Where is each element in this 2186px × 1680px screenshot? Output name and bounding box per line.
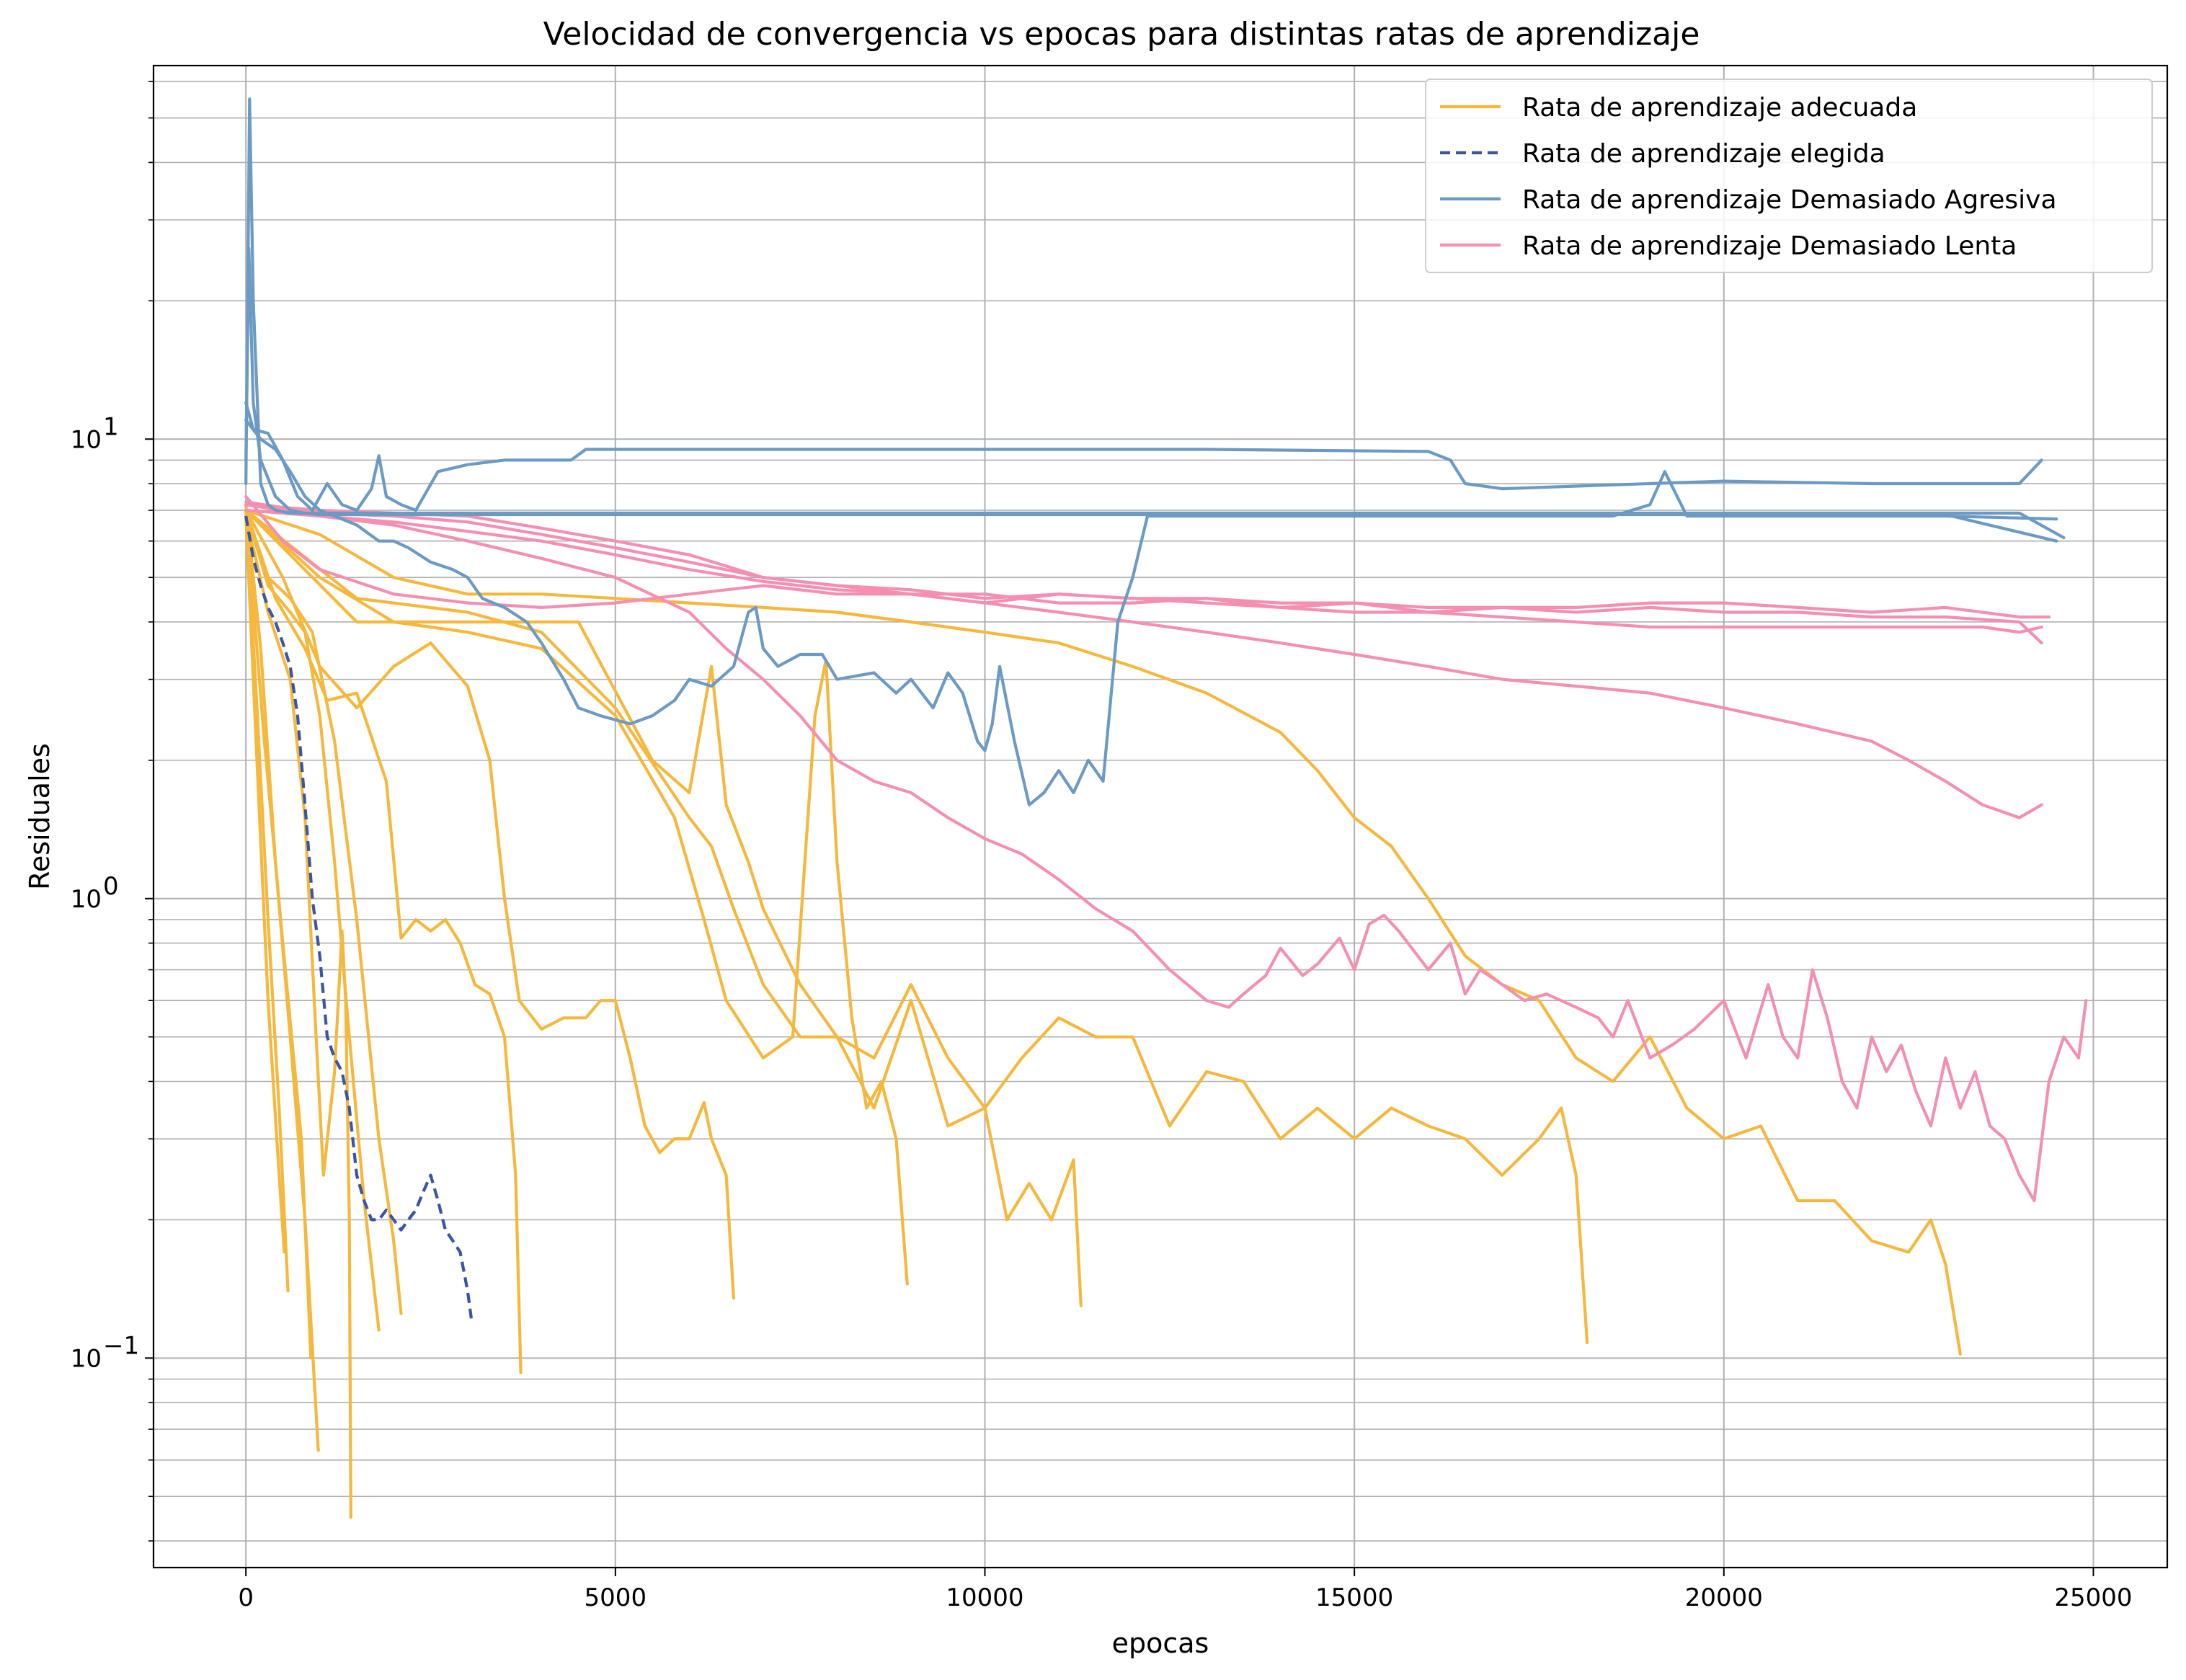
x-tick-label: 25000	[2054, 1583, 2132, 1612]
legend-box	[1425, 79, 2153, 273]
y-tick-label: 10	[71, 1344, 102, 1373]
series-line-elegida	[244, 515, 473, 1319]
series-line-lenta	[244, 503, 2088, 1203]
series-line-adecuada	[244, 508, 1083, 1307]
y-tick-exponent: 1	[103, 412, 119, 441]
series-line-lenta	[244, 500, 2043, 645]
series-line-adecuada	[244, 514, 352, 1519]
series-line-agresiva	[244, 246, 2058, 543]
x-tick-label: 15000	[1315, 1583, 1393, 1612]
x-tick-label: 10000	[946, 1583, 1023, 1612]
series-line-adecuada	[244, 508, 290, 1293]
plot-frame	[152, 64, 2169, 1569]
series-line-lenta	[244, 503, 2043, 819]
series-line-agresiva	[244, 401, 2043, 512]
chart-title: Velocidad de convergencia vs epocas para…	[543, 16, 1700, 53]
series-line-lenta	[244, 494, 2043, 634]
series-line-adecuada	[244, 508, 523, 1374]
y-tick-exponent: −1	[103, 1331, 139, 1360]
y-axis-label: Residuales	[24, 743, 55, 890]
legend-label: Rata de aprendizaje adecuada	[1522, 93, 1917, 123]
series-line-adecuada	[244, 508, 736, 1300]
legend-label: Rata de aprendizaje Demasiado Lenta	[1522, 231, 2017, 261]
y-tick-label: 10	[71, 425, 102, 454]
y-tick-label: 10	[71, 885, 102, 914]
legend-label: Rata de aprendizaje elegida	[1522, 139, 1885, 169]
series-line-adecuada	[244, 508, 403, 1315]
y-tick-exponent: 0	[103, 872, 119, 901]
series-line-adecuada	[244, 514, 286, 1254]
series-line-adecuada	[244, 503, 320, 1452]
x-tick-label: 0	[238, 1583, 254, 1612]
series-lines	[244, 97, 2088, 1519]
legend-label: Rata de aprendizaje Demasiado Agresiva	[1522, 185, 2057, 215]
x-tick-label: 20000	[1685, 1583, 1763, 1612]
x-tick-label: 5000	[585, 1583, 647, 1612]
series-line-adecuada	[244, 508, 909, 1286]
series-line-adecuada	[244, 508, 1589, 1345]
series-line-agresiva	[244, 418, 2058, 806]
x-axis-label: epocas	[1112, 1627, 1209, 1659]
legend: Rata de aprendizaje adecuada Rata de apre…	[1425, 79, 2153, 273]
x-axis-ticks: 0 5000 10000 15000 20000 25000	[238, 1568, 2133, 1612]
